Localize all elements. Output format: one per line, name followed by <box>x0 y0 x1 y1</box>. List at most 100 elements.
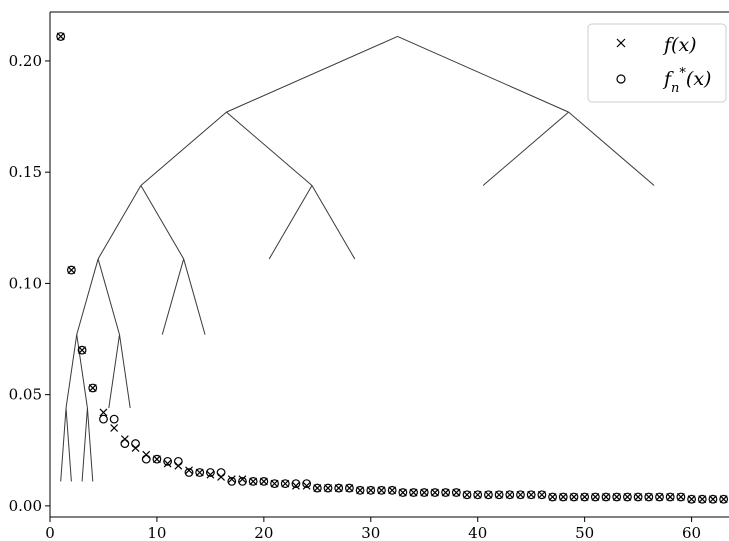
point-f <box>516 490 525 499</box>
legend-marker-circle <box>616 74 626 84</box>
point-fn <box>601 492 611 502</box>
point-fn <box>484 490 493 500</box>
point-f <box>634 493 643 501</box>
point-f <box>313 484 322 493</box>
point-f <box>602 493 610 501</box>
point-f <box>537 490 546 499</box>
point-fn <box>366 485 376 495</box>
point-fn <box>719 494 729 504</box>
point-f <box>249 477 258 486</box>
point-fn <box>184 468 194 477</box>
point-f <box>163 459 172 468</box>
point-fn <box>334 483 344 493</box>
point-f <box>238 475 247 484</box>
point-fn <box>259 477 269 486</box>
point-f <box>131 444 140 452</box>
point-fn <box>419 488 429 497</box>
x-tick-label: 20 <box>254 524 273 541</box>
point-fn <box>377 485 386 495</box>
point-fn <box>580 492 590 502</box>
point-fn <box>99 414 108 424</box>
point-fn <box>131 439 140 448</box>
tree-edge <box>97 185 142 260</box>
point-fn <box>163 456 173 466</box>
point-fn <box>590 492 600 502</box>
point-fn <box>697 494 707 504</box>
point-f <box>473 490 482 499</box>
point-f <box>292 481 300 490</box>
y-tick-label: 0.15 <box>9 163 42 181</box>
y-tick-label: 0.05 <box>9 386 42 404</box>
point-f <box>398 488 407 497</box>
x-tick-label: 30 <box>361 524 380 541</box>
point-f <box>644 493 653 501</box>
point-f <box>142 450 151 459</box>
point-fn <box>409 488 418 497</box>
point-fn <box>56 32 66 41</box>
point-f <box>495 490 504 499</box>
point-fn <box>505 490 515 500</box>
point-fn <box>66 265 76 275</box>
point-f <box>709 495 717 504</box>
point-f <box>174 461 183 470</box>
point-f <box>580 493 589 501</box>
point-fn <box>473 490 483 500</box>
point-fn <box>633 492 643 502</box>
point-fn <box>708 494 718 504</box>
point-f <box>591 493 600 501</box>
point-f <box>570 493 578 501</box>
point-f <box>281 479 290 488</box>
point-fn <box>537 490 547 500</box>
point-fn <box>248 477 258 486</box>
point-fn <box>569 492 579 502</box>
point-fn <box>655 492 664 502</box>
point-f <box>302 481 311 490</box>
point-fn <box>205 468 215 477</box>
point-fn <box>120 439 130 448</box>
point-fn <box>623 492 632 502</box>
tree-edge <box>226 111 313 186</box>
y-tick-label: 0.20 <box>9 52 42 70</box>
point-fn <box>312 483 322 493</box>
legend-box <box>587 23 727 103</box>
point-f <box>463 490 471 499</box>
point-fn <box>548 492 557 502</box>
tree-edge <box>161 258 185 335</box>
point-f <box>366 486 375 495</box>
point-f <box>527 490 536 499</box>
point-f <box>99 408 108 417</box>
point-fn <box>644 492 654 502</box>
legend: f(x) fn*(x) <box>587 23 727 103</box>
point-f <box>195 468 204 477</box>
point-f <box>217 473 226 481</box>
tree-edge <box>119 334 131 409</box>
x-tick-label: 10 <box>147 524 166 541</box>
point-f <box>505 490 514 499</box>
point-fn <box>345 483 354 493</box>
tree-edge <box>140 111 227 186</box>
x-tick-label: 40 <box>468 524 487 541</box>
point-fn <box>387 485 397 495</box>
point-fn <box>302 479 312 489</box>
tree-edge <box>86 407 94 482</box>
legend-marker-x <box>616 38 626 48</box>
point-fn <box>270 479 279 489</box>
point-fn <box>152 454 162 464</box>
point-f <box>612 493 621 501</box>
point-fn <box>687 494 696 504</box>
tree-edge <box>183 258 206 335</box>
point-f <box>259 477 268 486</box>
point-fn <box>280 479 290 489</box>
point-f <box>185 466 193 475</box>
point-f <box>409 488 418 497</box>
point-f <box>345 484 354 493</box>
point-f <box>153 455 161 464</box>
point-f <box>56 32 65 41</box>
point-fn <box>612 492 622 502</box>
point-f <box>227 475 236 484</box>
point-fn <box>526 490 536 500</box>
point-f <box>324 484 332 493</box>
point-f <box>655 493 664 501</box>
point-f <box>120 435 129 444</box>
tree-edge <box>568 111 655 186</box>
